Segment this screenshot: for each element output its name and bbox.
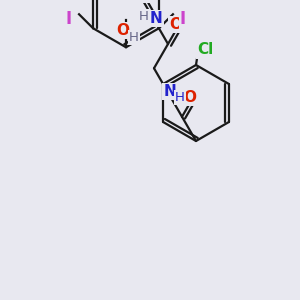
Text: N: N xyxy=(136,0,148,2)
Text: I: I xyxy=(66,10,72,28)
Text: N: N xyxy=(150,11,162,26)
Text: I: I xyxy=(180,10,186,28)
Text: H: H xyxy=(129,31,139,44)
Text: H: H xyxy=(139,10,149,23)
Text: Cl: Cl xyxy=(197,43,213,58)
Text: O: O xyxy=(116,23,130,38)
Text: H: H xyxy=(175,91,185,104)
Text: O: O xyxy=(184,90,197,105)
Text: N: N xyxy=(164,84,176,99)
Text: O: O xyxy=(170,17,183,32)
